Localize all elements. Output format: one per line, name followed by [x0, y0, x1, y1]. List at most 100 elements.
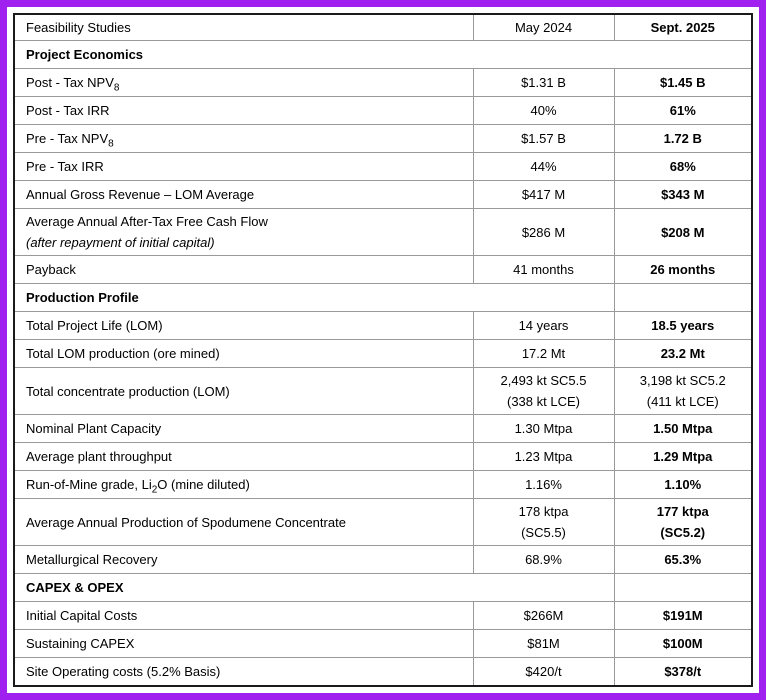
row-label-cell: Total concentrate production (LOM)	[13, 367, 474, 416]
value-line: 1.23 Mtpa	[514, 449, 573, 465]
value-line: 177 ktpa	[656, 504, 709, 520]
section-row: Production Profile	[13, 283, 753, 313]
sept-2025-value-cell: 1.50 Mtpa	[613, 414, 753, 444]
row-label-cell: Pre - Tax IRR	[13, 152, 474, 182]
value-line: $208 M	[661, 224, 705, 240]
row-label-cell: Pre - Tax NPV8	[13, 124, 474, 154]
sept-2025-value-cell: $100M	[613, 629, 753, 659]
table-row: Total Project Life (LOM) 14 years 18.5 yea…	[13, 311, 753, 341]
may-2024-value-cell: 2,493 kt SC5.5 (338 kt LCE)	[472, 367, 615, 416]
table-row: Post - Tax NPV8 $1.31 B $1.45 B	[13, 68, 753, 98]
value-line: 178 ktpa	[518, 504, 569, 520]
may-2024-value-cell: 40%	[472, 96, 615, 126]
table-row: Sustaining CAPEX $81M $100M	[13, 629, 753, 659]
may-2024-value-cell: 1.16%	[472, 470, 615, 500]
table-row: Total LOM production (ore mined) 17.2 Mt 2…	[13, 339, 753, 369]
value-line: 61%	[669, 103, 696, 119]
value-line: $417 M	[521, 187, 566, 203]
table-row: Initial Capital Costs $266M $191M	[13, 601, 753, 631]
sept-2025-value-cell: $1.45 B	[613, 68, 753, 98]
value-line: 44%	[530, 159, 557, 175]
row-label-cell: Nominal Plant Capacity	[13, 414, 474, 444]
sept-2025-value-cell: 61%	[613, 96, 753, 126]
value-line: (338 kt LCE)	[507, 394, 580, 410]
row-label-cell: Total Project Life (LOM)	[13, 311, 474, 341]
value-line: $343 M	[661, 187, 705, 203]
value-line: 65.3%	[664, 552, 702, 568]
value-line: 1.29 Mtpa	[653, 449, 713, 465]
header-feasibility-studies: Feasibility Studies	[13, 13, 474, 41]
sept-2025-value-cell: $191M	[613, 601, 753, 631]
value-line: $286 M	[521, 224, 566, 240]
value-line: (SC5.5)	[521, 525, 566, 541]
table-row: Pre - Tax NPV8 $1.57 B 1.72 B	[13, 124, 753, 154]
section-label: Project Economics	[13, 39, 753, 70]
may-2024-value-cell: $266M	[472, 601, 615, 631]
value-line: 1.16%	[525, 477, 562, 493]
sept-2025-value-cell: 26 months	[613, 255, 753, 285]
value-line: $191M	[662, 608, 703, 624]
may-2024-value-cell: 1.30 Mtpa	[472, 414, 615, 444]
row-label-cell: Post - Tax IRR	[13, 96, 474, 126]
table-row: Site Operating costs (5.2% Basis) $420/t $…	[13, 657, 753, 687]
table-row: Annual Gross Revenue – LOM Average $417 M…	[13, 180, 753, 210]
value-line: 68%	[669, 159, 696, 175]
table-row: Average plant throughput 1.23 Mtpa 1.29 Mt…	[13, 442, 753, 472]
row-label-cell: Initial Capital Costs	[13, 601, 474, 631]
value-line: 40%	[530, 103, 557, 119]
may-2024-value-cell: $1.57 B	[472, 124, 615, 154]
value-line: $1.31 B	[521, 75, 566, 91]
sept-2025-value-cell: $343 M	[613, 180, 753, 210]
row-label-note: (after repayment of initial capital)	[26, 235, 215, 251]
may-2024-value-cell: 41 months	[472, 255, 615, 285]
sept-2025-value-cell: 65.3%	[613, 545, 753, 575]
value-line: 23.2 Mt	[660, 346, 705, 362]
value-line: 1.30 Mtpa	[514, 421, 573, 437]
sept-2025-value-cell: 177 ktpa (SC5.2)	[613, 498, 753, 547]
row-label-cell: Payback	[13, 255, 474, 285]
feasibility-comparison-table: Feasibility Studies May 2024 Sept. 2025 …	[13, 13, 753, 687]
value-line: 3,198 kt SC5.2	[639, 373, 726, 389]
may-2024-value-cell: 68.9%	[472, 545, 615, 575]
value-line: $100M	[662, 636, 703, 652]
value-line: 26 months	[650, 262, 716, 278]
sept-2025-value-cell: $208 M	[613, 208, 753, 257]
may-2024-value-cell: $81M	[472, 629, 615, 659]
section-empty-cell	[613, 573, 753, 603]
section-row: Project Economics	[13, 39, 753, 70]
table-row: Total concentrate production (LOM) 2,493 …	[13, 367, 753, 416]
sept-2025-value-cell: $378/t	[613, 657, 753, 687]
row-label-cell: Annual Gross Revenue – LOM Average	[13, 180, 474, 210]
table-body: Project Economics Post - Tax NPV8 $1.31 B $…	[13, 39, 753, 687]
value-line: 14 years	[518, 318, 569, 334]
section-row: CAPEX & OPEX	[13, 573, 753, 603]
value-line: $1.57 B	[521, 131, 566, 147]
header-sept-2025: Sept. 2025	[613, 13, 753, 41]
value-line: 2,493 kt SC5.5	[500, 373, 587, 389]
table-row: Run-of-Mine grade, Li2O (mine diluted) 1.…	[13, 470, 753, 500]
table-row: Payback 41 months 26 months	[13, 255, 753, 285]
table-row: Average Annual Production of Spodumene C…	[13, 498, 753, 547]
may-2024-value-cell: 178 ktpa (SC5.5)	[472, 498, 615, 547]
table-row: Nominal Plant Capacity 1.30 Mtpa 1.50 Mtpa	[13, 414, 753, 444]
sept-2025-value-cell: 1.29 Mtpa	[613, 442, 753, 472]
sept-2025-value-cell: 1.10%	[613, 470, 753, 500]
row-label-cell: Site Operating costs (5.2% Basis)	[13, 657, 474, 687]
value-line: 1.50 Mtpa	[653, 421, 713, 437]
row-label-cell: Sustaining CAPEX	[13, 629, 474, 659]
may-2024-value-cell: 14 years	[472, 311, 615, 341]
may-2024-value-cell: 44%	[472, 152, 615, 182]
value-line: (411 kt LCE)	[646, 394, 719, 410]
row-label-cell: Average Annual Production of Spodumene C…	[13, 498, 474, 547]
row-label-cell: Run-of-Mine grade, Li2O (mine diluted)	[13, 470, 474, 500]
section-empty-cell	[613, 283, 753, 313]
value-line: 1.10%	[664, 477, 702, 493]
may-2024-value-cell: $420/t	[472, 657, 615, 687]
row-label-cell: Average Annual After-Tax Free Cash Flow(…	[13, 208, 474, 257]
sept-2025-value-cell: 18.5 years	[613, 311, 753, 341]
may-2024-value-cell: 17.2 Mt	[472, 339, 615, 369]
row-label-cell: Post - Tax NPV8	[13, 68, 474, 98]
value-line: 17.2 Mt	[521, 346, 566, 362]
value-line: $81M	[527, 636, 560, 652]
